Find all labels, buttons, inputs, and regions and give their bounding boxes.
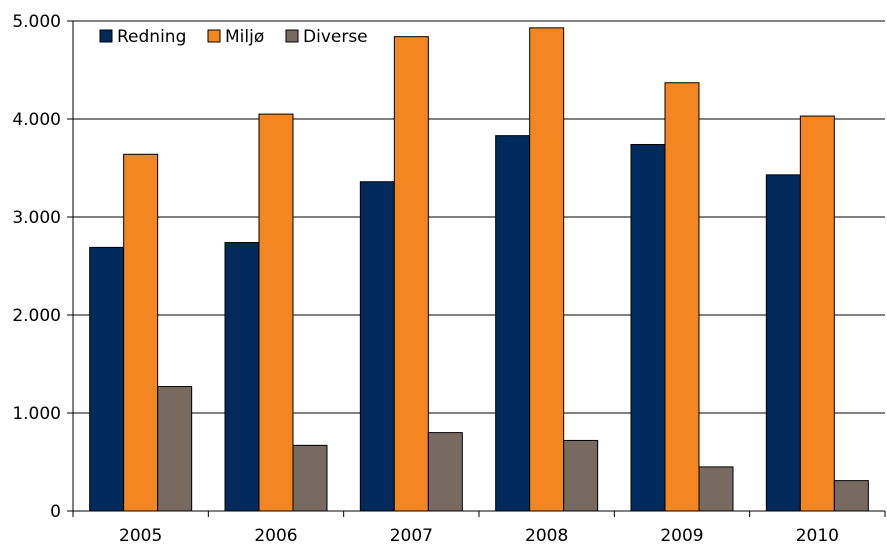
bar-diverse-2008 [563,439,599,512]
bar-redning-2006 [224,241,260,512]
legend-swatch-redning [99,29,113,43]
legend: Redning Miljø Diverse [90,24,370,50]
bar-diverse-2010 [833,480,869,512]
bar-redning-2007 [359,181,395,512]
bar-milj--2009 [664,82,700,512]
x-tick-labels: 2005 2006 2007 2008 2009 2010 [119,526,839,546]
x-tick-label: 2008 [525,526,568,546]
x-tick-label: 2009 [660,526,703,546]
y-tick-label: 2.000 [12,306,61,326]
y-tick-label: 0 [50,502,61,522]
y-tick-label: 1.000 [12,404,61,424]
legend-label: Redning [117,27,186,47]
bar-milj--2010 [799,115,835,512]
bar-diverse-2005 [157,386,193,512]
gridlines [73,20,885,414]
legend-swatch-milj- [207,29,221,43]
legend-background [90,24,370,50]
y-tick-label: 3.000 [12,208,61,228]
legend-label: Miljø [225,27,264,47]
bar-redning-2010 [765,174,801,512]
x-tick-label: 2005 [119,526,162,546]
y-tick-label: 5.000 [12,12,61,32]
bar-diverse-2007 [427,432,463,512]
x-tick-label: 2007 [390,526,433,546]
y-tick-labels: 0 1.000 2.000 3.000 4.000 5.000 [12,12,61,522]
bar-milj--2007 [393,36,429,512]
x-tick-label: 2010 [796,526,839,546]
bar-diverse-2006 [292,444,328,512]
bar-redning-2005 [89,246,125,512]
bar-milj--2008 [529,27,565,512]
legend-swatch-diverse [285,29,299,43]
bars [89,27,869,512]
x-tick-label: 2006 [254,526,297,546]
y-tick-label: 4.000 [12,110,61,130]
bar-redning-2008 [495,135,531,512]
axes [67,20,886,517]
bar-milj--2005 [123,153,159,512]
bar-milj--2006 [258,113,294,512]
legend-label: Diverse [303,27,368,47]
bar-diverse-2009 [698,466,734,512]
bar-redning-2009 [630,143,666,512]
